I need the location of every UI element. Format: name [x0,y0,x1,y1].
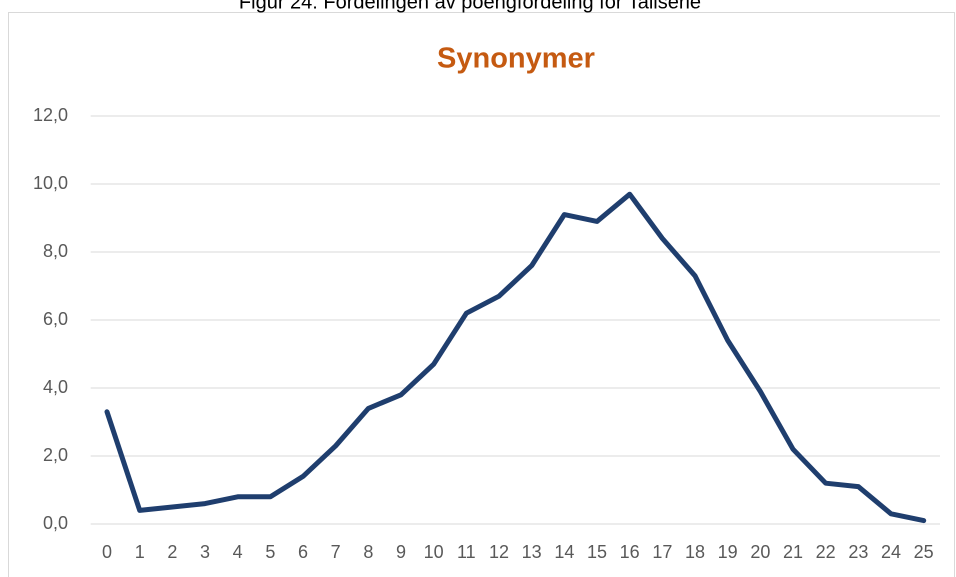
y-tick-label: 2,0 [43,445,68,465]
x-tick-label: 25 [914,542,934,562]
x-tick-label: 1 [135,542,145,562]
data-line [104,191,927,524]
x-tick-label: 21 [783,542,803,562]
y-tick-label: 4,0 [43,377,68,397]
y-tick-label: 6,0 [43,309,68,329]
x-tick-label: 10 [424,542,444,562]
x-tick-label: 5 [265,542,275,562]
x-tick-label: 16 [620,542,640,562]
x-tick-label: 7 [331,542,341,562]
x-tick-label: 9 [396,542,406,562]
y-tick-label: 12,0 [33,105,68,125]
x-tick-label: 19 [718,542,738,562]
y-tick-label: 0,0 [43,513,68,533]
caption: Figur 24: Fordelingen av poengfordeling … [239,0,701,13]
x-tick-label: 4 [233,542,243,562]
x-tick-label: 24 [881,542,901,562]
x-tick-label: 17 [652,542,672,562]
x-tick-label: 23 [848,542,868,562]
chart-frame [8,12,955,577]
x-tick-label: 2 [167,542,177,562]
x-tick-label: 11 [457,542,476,562]
y-tick-label: 8,0 [43,241,68,261]
x-tick-label: 22 [816,542,836,562]
x-tick-label: 14 [554,542,574,562]
x-tick-label: 12 [489,542,509,562]
x-tick-label: 8 [363,542,373,562]
chart-title: Synonymer [437,43,595,75]
x-tick-label: 18 [685,542,705,562]
x-tick-label: 20 [750,542,770,562]
y-tick-label: 10,0 [33,173,68,193]
x-tick-label: 3 [200,542,210,562]
x-tick-label: 0 [102,542,112,562]
x-tick-label: 6 [298,542,308,562]
x-tick-label: 13 [522,542,542,562]
x-tick-label: 15 [587,542,607,562]
